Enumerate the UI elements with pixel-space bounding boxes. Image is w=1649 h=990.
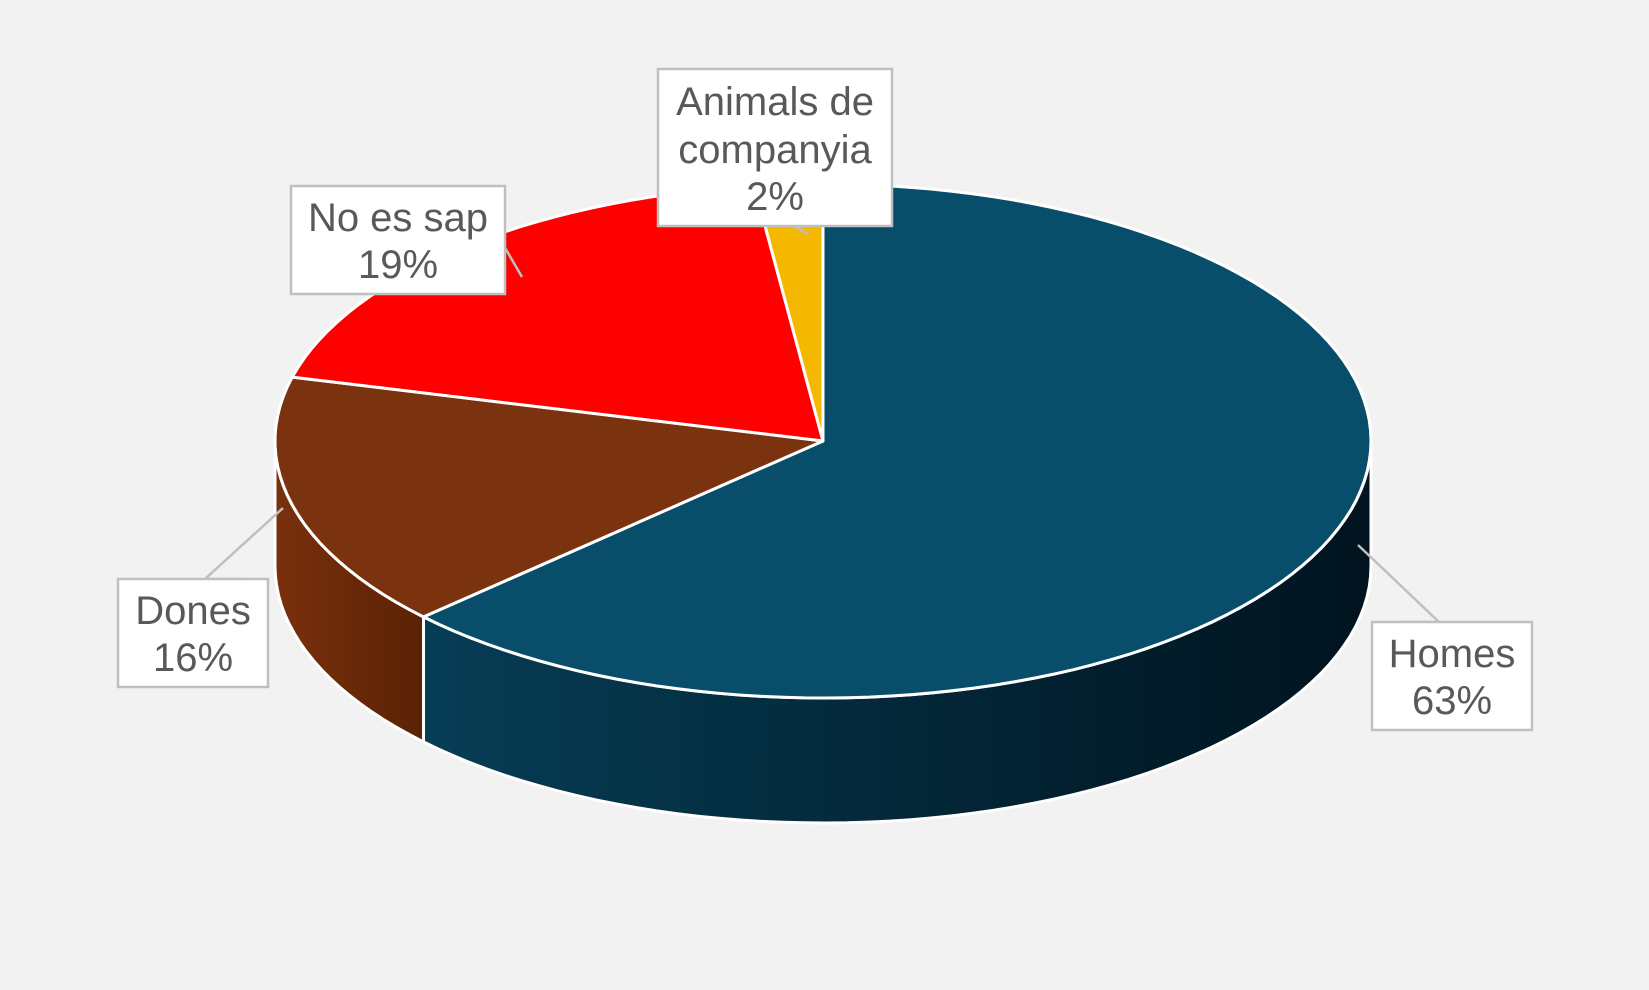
data-labels: Homes 63% Dones 16% No es sap 19% Animal… [116, 67, 1534, 732]
data-label-box-animals-de-companyia [656, 67, 894, 228]
data-label-dones-name: Dones [135, 589, 251, 633]
data-label-box-dones [116, 577, 270, 689]
pie-slice-homes [422, 182, 1373, 700]
data-label-animals-de-companyia-value: 2% [746, 175, 804, 219]
data-label-no-es-sap-name: No es sap [308, 196, 488, 240]
data-label-no-es-sap: No es sap 19% [289, 184, 524, 296]
data-label-dones: Dones 16% [116, 507, 284, 689]
data-label-no-es-sap-value: 19% [358, 243, 438, 287]
data-label-homes: Homes 63% [1357, 544, 1534, 732]
data-label-animals-de-companyia: Animals de companyia 2% [656, 67, 894, 236]
data-label-box-no-es-sap [289, 184, 507, 296]
data-label-animals-de-companyia-name-line-2: companyia [678, 128, 872, 172]
data-label-box-homes [1370, 620, 1534, 732]
data-label-homes-value: 63% [1412, 679, 1492, 723]
pie-slice-dones [273, 375, 825, 619]
leader-line-dones [201, 507, 284, 581]
data-label-animals-de-companyia-name-line-1: Animals de [676, 80, 874, 124]
data-label-homes-name: Homes [1389, 632, 1516, 676]
data-label-dones-value: 16% [153, 636, 233, 680]
